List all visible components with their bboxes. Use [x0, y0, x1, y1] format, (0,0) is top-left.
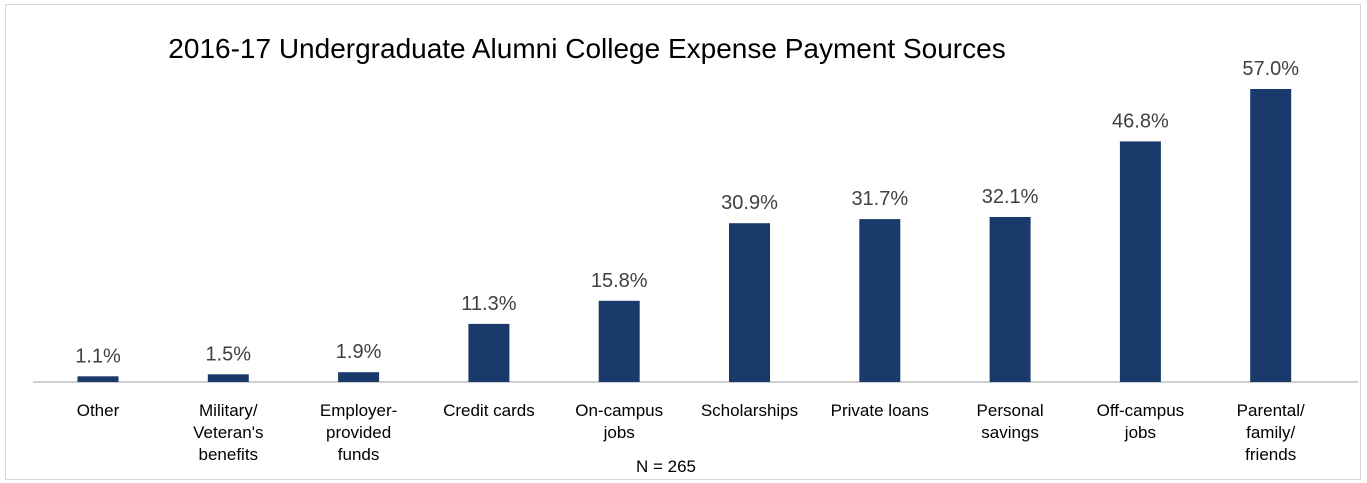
category-label-4-line-0: On-campus — [575, 401, 663, 420]
category-label-3-line-0: Credit cards — [443, 401, 535, 420]
bar-3 — [468, 323, 510, 382]
category-label-2-line-0: Employer- — [320, 401, 397, 420]
sample-size-note: N = 265 — [636, 457, 696, 476]
value-labels-group: 1.1% 1.5% 1.9% 11.3% 15.8% 30.9% 31.7% 32.1% 46.… — [75, 58, 1299, 367]
value-label-2: 1.9% — [336, 341, 382, 363]
bar-0 — [77, 376, 119, 382]
bar-6 — [859, 219, 901, 382]
category-label-5-line-0: Scholarships — [701, 401, 798, 420]
chart-title: 2016-17 Undergraduate Alumni College Exp… — [168, 33, 1005, 64]
category-label-8-line-1: jobs — [1124, 423, 1156, 442]
bar-8 — [1119, 141, 1161, 382]
category-label-9-line-1: family/ — [1246, 423, 1295, 442]
value-label-7: 32.1% — [982, 186, 1039, 208]
value-label-6: 31.7% — [851, 188, 908, 210]
value-label-4: 15.8% — [591, 270, 648, 292]
bar-2 — [338, 372, 380, 382]
category-label-0-line-0: Other — [77, 401, 120, 420]
value-label-5: 30.9% — [721, 192, 778, 214]
category-label-6-line-0: Private loans — [831, 401, 929, 420]
category-label-1-line-2: benefits — [199, 445, 259, 464]
category-label-9-line-0: Parental/ — [1237, 401, 1305, 420]
category-label-7-line-1: savings — [981, 423, 1039, 442]
category-label-8-line-0: Off-campus — [1097, 401, 1185, 420]
category-label-2-line-1: provided — [326, 423, 391, 442]
category-label-1-line-1: Veteran's — [193, 423, 263, 442]
category-labels-group: Other Military/Veteran's benefits Employer-… — [77, 401, 1305, 464]
category-label-4-line-1: jobs — [603, 423, 635, 442]
bars-group — [77, 89, 1292, 382]
bar-5 — [729, 223, 770, 382]
category-label-2-line-2: funds — [338, 445, 380, 464]
category-label-1-line-0: Military/ — [199, 401, 258, 420]
category-label-7-line-0: Personal — [977, 401, 1044, 420]
value-label-1: 1.5% — [206, 343, 252, 365]
bar-4 — [598, 300, 640, 382]
bar-7 — [989, 217, 1031, 382]
value-label-9: 57.0% — [1242, 58, 1299, 80]
value-label-0: 1.1% — [75, 345, 121, 367]
bar-1 — [207, 374, 249, 382]
category-label-9-line-2: friends — [1245, 445, 1296, 464]
value-label-8: 46.8% — [1112, 110, 1169, 132]
bar-9 — [1250, 89, 1292, 382]
value-label-3: 11.3% — [461, 293, 516, 315]
